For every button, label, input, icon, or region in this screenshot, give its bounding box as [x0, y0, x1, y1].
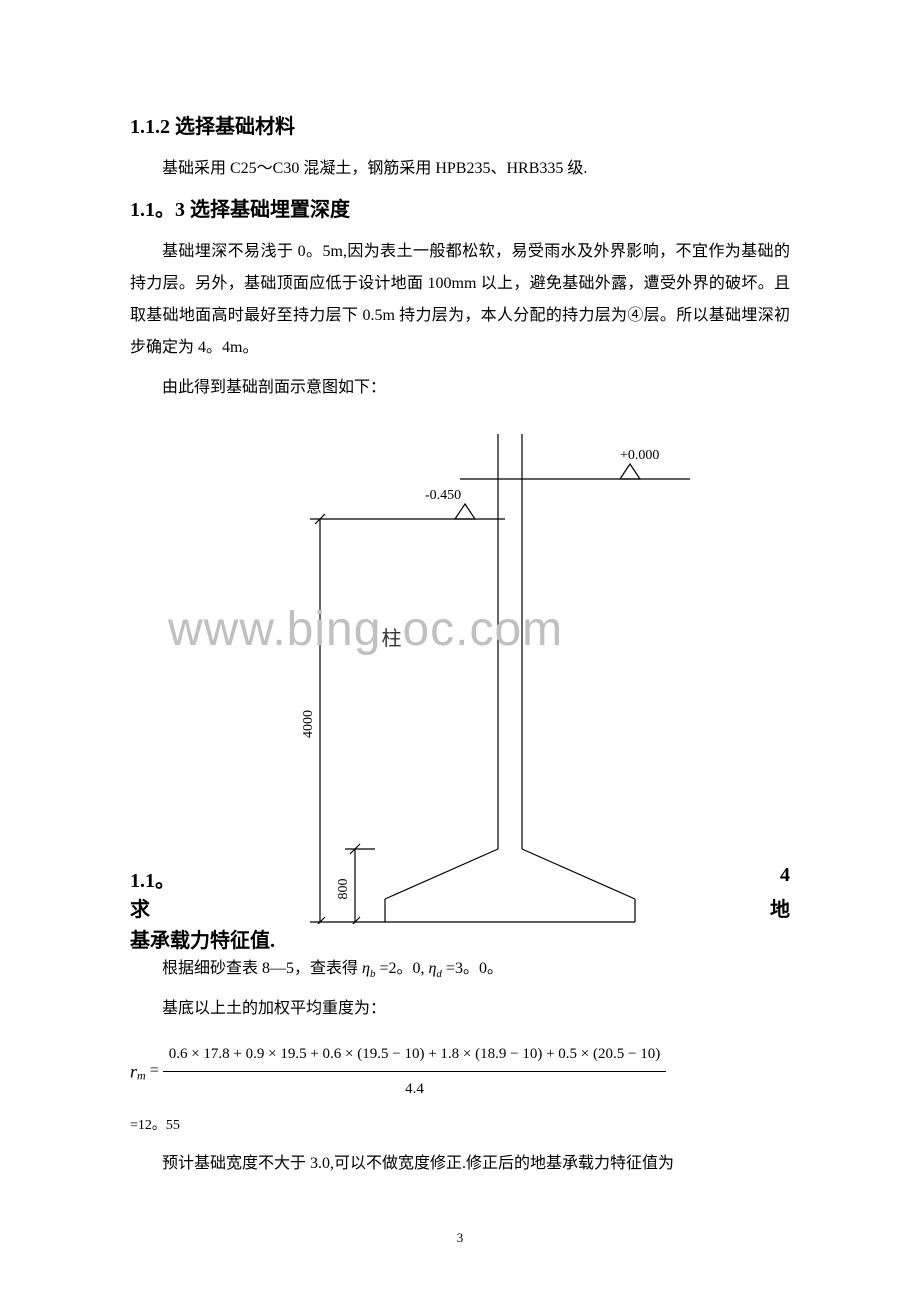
- eta-b: η: [362, 960, 370, 977]
- rm-num: 0.6 × 17.8 + 0.9 × 19.5 + 0.6 × (19.5 − …: [163, 1039, 666, 1072]
- s114-left1: 1.1。: [130, 864, 175, 893]
- s114-right2: 地: [770, 893, 790, 922]
- s114-line3: 基承载力特征值.: [130, 922, 790, 953]
- s114-left2: 求: [130, 893, 150, 922]
- formula-rm: rm = 0.6 × 17.8 + 0.9 × 19.5 + 0.6 × (19…: [130, 1039, 790, 1104]
- eta-b-val: =2。0,: [379, 960, 424, 977]
- para-113-2: 由此得到基础剖面示意图如下：: [130, 372, 790, 404]
- dim-4000-text: 4000: [301, 710, 316, 738]
- heading-113: 1.1。3 选择基础埋置深度: [130, 193, 790, 222]
- rm-den: 4.4: [163, 1072, 666, 1104]
- para-114-1: 根据细砂查表 8—5，查表得 ηb =2。0, ηd =3。0。: [130, 953, 790, 985]
- s114-right1: 4: [780, 864, 790, 887]
- para-114-2: 基底以上土的加权平均重度为：: [130, 993, 790, 1025]
- para-114-3: 预计基础宽度不大于 3.0,可以不做宽度修正.修正后的地基承载力特征值为: [130, 1148, 790, 1180]
- eta-b-sub: b: [370, 968, 376, 980]
- eta-d-val: =3。0。: [446, 960, 503, 977]
- rm-var-sub: m: [137, 1069, 146, 1083]
- rm-var: r: [130, 1062, 137, 1082]
- rm-result: =12。55: [130, 1112, 790, 1140]
- foundation-diagram: +0.000 -0.450 4000: [230, 424, 690, 924]
- rm-fraction: 0.6 × 17.8 + 0.9 × 19.5 + 0.6 × (19.5 − …: [163, 1039, 666, 1104]
- para-114-1a: 根据细砂查表 8—5，查表得: [162, 960, 358, 977]
- section-114: 1.1。 4 求 地 基承载力特征值.: [130, 864, 790, 953]
- rm-eq: =: [150, 1062, 163, 1079]
- eta-d-sub: d: [436, 968, 442, 980]
- elev-top-text: +0.000: [620, 448, 659, 463]
- para-112-1: 基础采用 C25～C30 混凝土，钢筋采用 HPB235、HRB335 级.: [130, 153, 790, 185]
- para-113-1: 基础埋深不易浅于 0。5m,因为表土一般都松软，易受雨水及外界影响，不宜作为基础…: [130, 236, 790, 364]
- page-number: 3: [0, 1230, 920, 1246]
- heading-112: 1.1.2 选择基础材料: [130, 110, 790, 139]
- foundation-diagram-wrap: +0.000 -0.450 4000: [130, 424, 790, 924]
- elev-gl-text: -0.450: [425, 488, 461, 503]
